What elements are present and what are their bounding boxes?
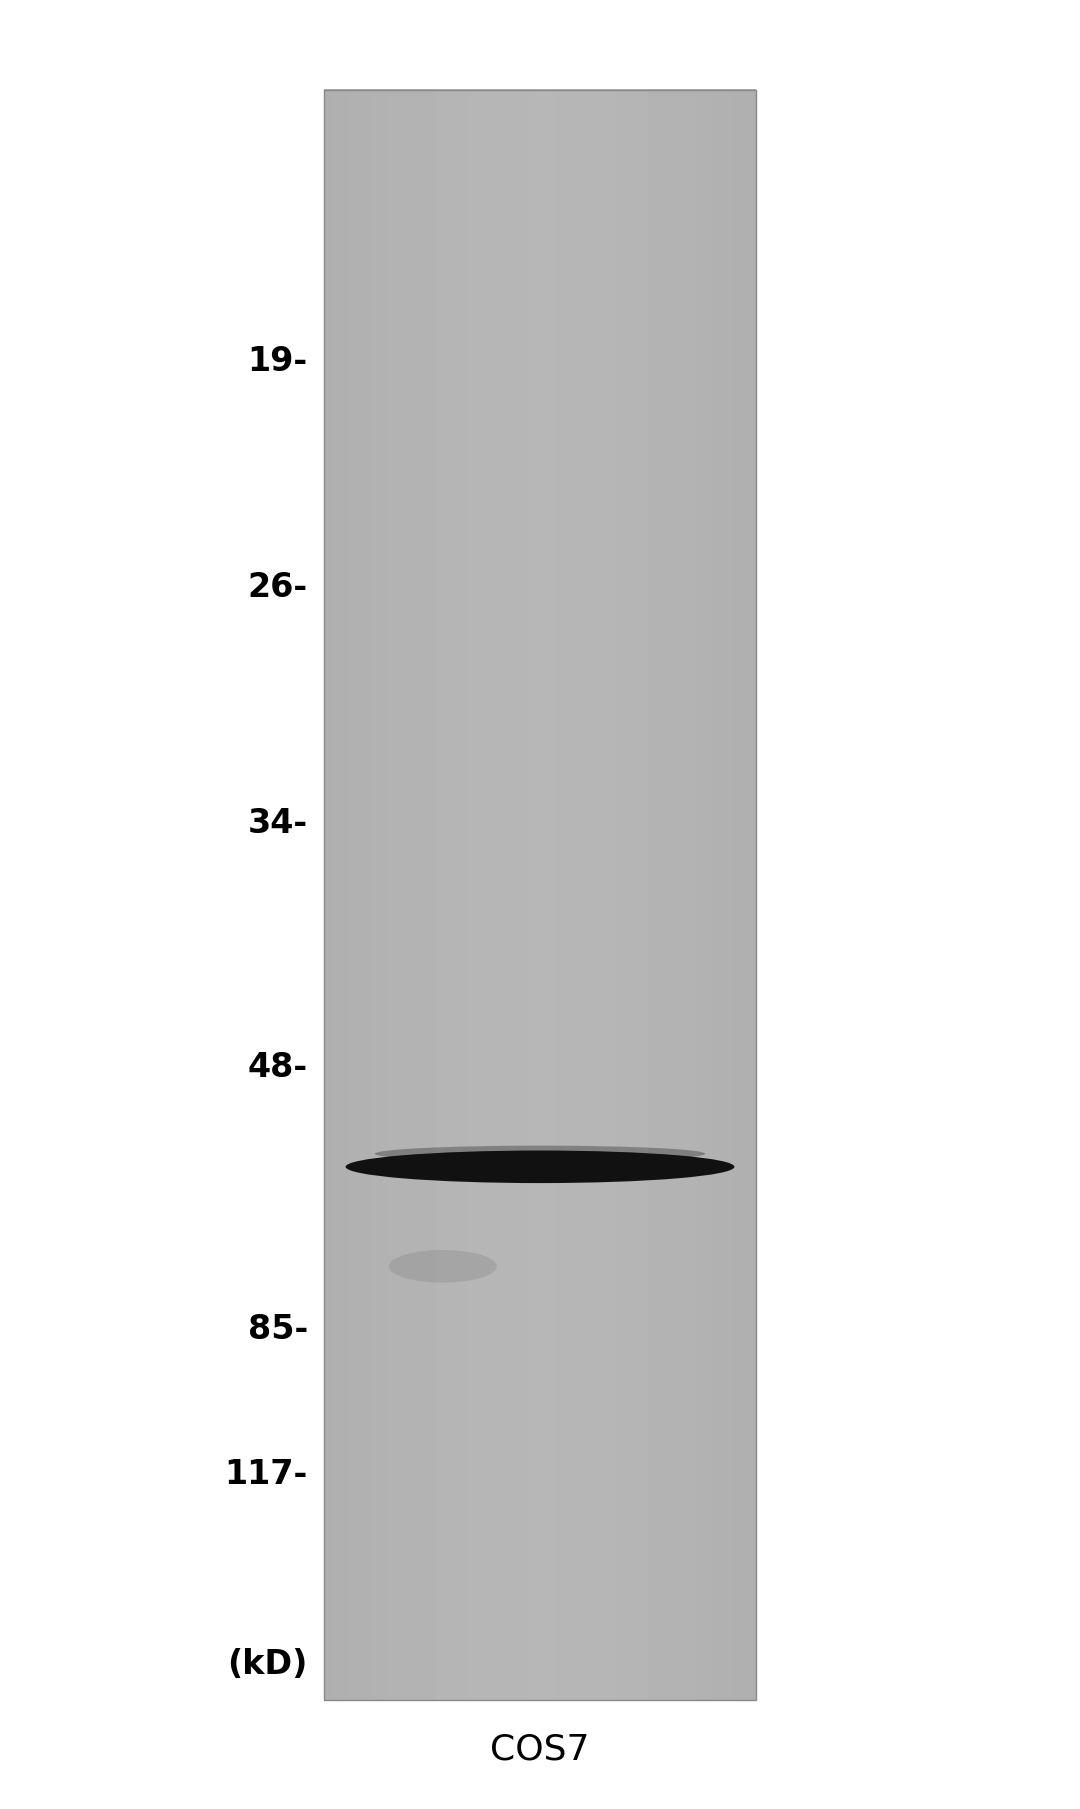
Text: 85-: 85-	[247, 1313, 308, 1346]
Ellipse shape	[346, 1151, 734, 1183]
Text: 117-: 117-	[225, 1458, 308, 1491]
Text: (kD): (kD)	[228, 1648, 308, 1681]
Text: 34-: 34-	[247, 807, 308, 839]
Bar	[324, 90, 756, 1700]
Text: 26-: 26-	[247, 572, 308, 604]
Text: COS7: COS7	[490, 1733, 590, 1766]
Ellipse shape	[389, 1250, 497, 1283]
Text: 19-: 19-	[247, 346, 308, 378]
Text: 48-: 48-	[247, 1051, 308, 1084]
Ellipse shape	[375, 1145, 705, 1161]
